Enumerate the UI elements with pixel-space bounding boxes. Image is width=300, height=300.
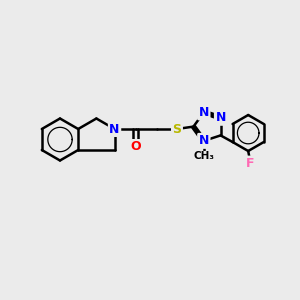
Text: N: N bbox=[110, 122, 120, 136]
Text: CH₃: CH₃ bbox=[193, 152, 214, 161]
Text: N: N bbox=[199, 106, 209, 119]
Text: N: N bbox=[199, 134, 209, 147]
Text: F: F bbox=[246, 157, 255, 170]
Text: S: S bbox=[172, 122, 182, 136]
Text: N: N bbox=[215, 111, 226, 124]
Text: O: O bbox=[130, 140, 141, 154]
